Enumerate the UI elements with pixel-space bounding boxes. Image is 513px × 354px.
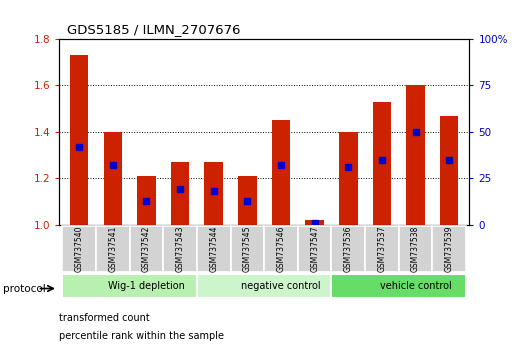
Bar <box>372 102 391 225</box>
FancyBboxPatch shape <box>197 274 331 298</box>
FancyBboxPatch shape <box>331 274 466 298</box>
Text: GSM737540: GSM737540 <box>75 225 84 272</box>
FancyBboxPatch shape <box>130 226 163 272</box>
Text: GDS5185 / ILMN_2707676: GDS5185 / ILMN_2707676 <box>67 23 240 36</box>
Bar <box>238 176 256 225</box>
Bar <box>305 220 324 225</box>
Bar <box>171 162 189 225</box>
FancyBboxPatch shape <box>163 226 197 272</box>
FancyBboxPatch shape <box>63 274 197 298</box>
Bar <box>272 120 290 225</box>
FancyBboxPatch shape <box>331 226 365 272</box>
Text: GSM737539: GSM737539 <box>445 225 453 272</box>
FancyBboxPatch shape <box>432 226 466 272</box>
FancyBboxPatch shape <box>96 226 130 272</box>
Text: negative control: negative control <box>241 281 321 291</box>
FancyBboxPatch shape <box>197 226 230 272</box>
FancyBboxPatch shape <box>399 226 432 272</box>
Bar <box>70 55 88 225</box>
Text: GSM737543: GSM737543 <box>175 225 185 272</box>
Text: GSM737545: GSM737545 <box>243 225 252 272</box>
Text: vehicle control: vehicle control <box>380 281 451 291</box>
Text: GSM737546: GSM737546 <box>277 225 286 272</box>
FancyBboxPatch shape <box>230 226 264 272</box>
Bar <box>406 85 425 225</box>
Text: protocol: protocol <box>3 284 45 293</box>
Bar <box>205 162 223 225</box>
Text: GSM737544: GSM737544 <box>209 225 218 272</box>
Text: GSM737536: GSM737536 <box>344 225 353 272</box>
Bar <box>440 116 459 225</box>
FancyBboxPatch shape <box>264 226 298 272</box>
Text: GSM737538: GSM737538 <box>411 225 420 272</box>
FancyBboxPatch shape <box>298 226 331 272</box>
Text: transformed count: transformed count <box>59 313 150 322</box>
Bar <box>104 132 122 225</box>
Text: percentile rank within the sample: percentile rank within the sample <box>59 331 224 341</box>
Bar <box>339 132 358 225</box>
FancyBboxPatch shape <box>63 226 96 272</box>
Text: GSM737547: GSM737547 <box>310 225 319 272</box>
Text: GSM737542: GSM737542 <box>142 225 151 272</box>
FancyBboxPatch shape <box>365 226 399 272</box>
Text: GSM737541: GSM737541 <box>108 225 117 272</box>
Text: Wig-1 depletion: Wig-1 depletion <box>108 281 185 291</box>
Text: GSM737537: GSM737537 <box>378 225 386 272</box>
Bar <box>137 176 156 225</box>
